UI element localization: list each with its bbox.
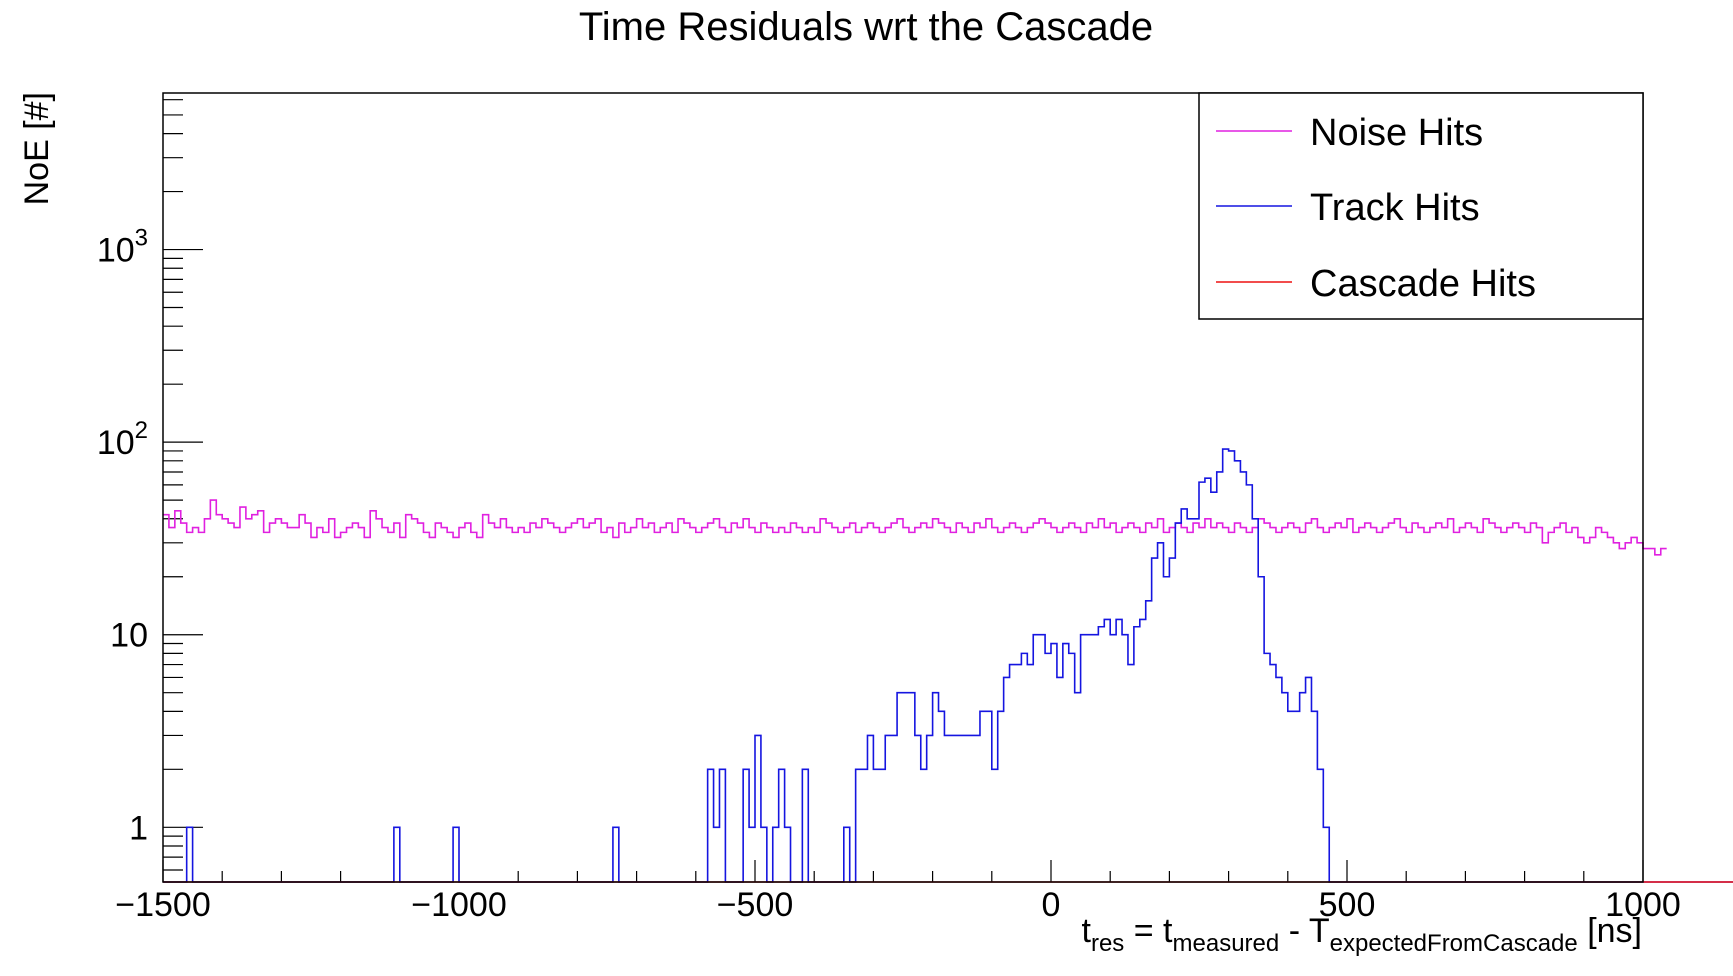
legend-label-track: Track Hits: [1310, 187, 1480, 229]
series-layer: [163, 448, 1733, 883]
legend-label-cascade: Cascade Hits: [1310, 263, 1536, 305]
plot-frame: [162, 92, 1644, 883]
y-axis-label: NoE [#]: [18, 92, 56, 205]
legend-label-noise: Noise Hits: [1310, 112, 1483, 154]
noise-hits-line: [163, 499, 1667, 556]
x-tick-labels: −1500 −1000 −500 0 500 1000: [115, 886, 1681, 924]
y-tick-label: 1: [129, 809, 148, 847]
x-tick-label: 0: [1042, 886, 1061, 924]
y-tick-label: 103: [97, 225, 148, 270]
chart-title: Time Residuals wrt the Cascade: [579, 5, 1153, 49]
legend: Noise Hits Track Hits Cascade Hits: [1198, 92, 1644, 320]
y-tick-label: 102: [97, 417, 148, 462]
x-tick-label: 1000: [1605, 886, 1681, 924]
x-tick-label: 500: [1319, 886, 1376, 924]
x-tick-label: −500: [717, 886, 794, 924]
y-tick-label: 10: [110, 617, 148, 655]
x-tick-label: −1000: [411, 886, 507, 924]
track-hits-line: [163, 448, 1733, 883]
y-tick-labels: 1 10 102 103: [97, 225, 148, 848]
x-axis-label: tres = tmeasured - TexpectedFromCascade …: [1082, 912, 1642, 957]
x-tick-label: −1500: [115, 886, 211, 924]
